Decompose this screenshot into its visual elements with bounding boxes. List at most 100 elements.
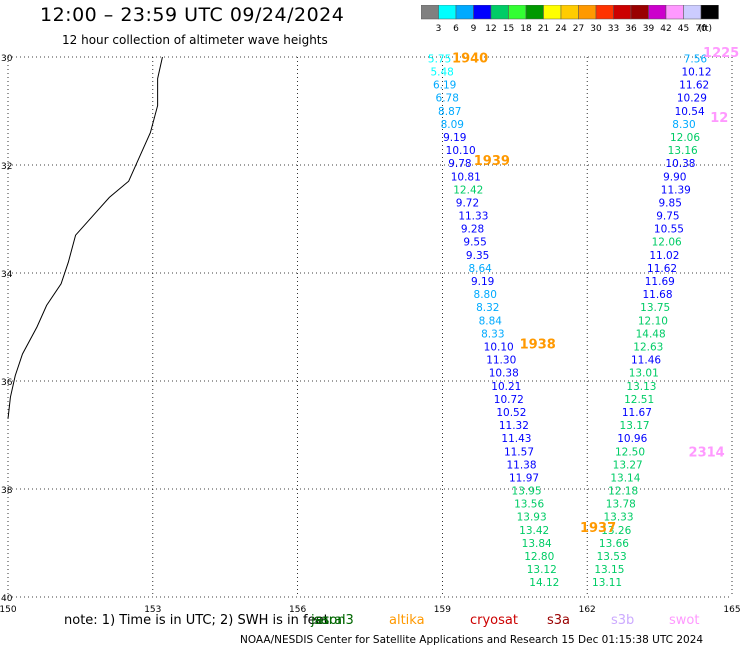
lon-tick-label: 159 <box>434 605 451 615</box>
colorbar-label: 18 <box>520 24 532 34</box>
track-value: 12.06 <box>670 132 700 144</box>
track-value: 9.19 <box>443 132 466 144</box>
track-value: 13.27 <box>613 459 643 471</box>
track-value: 9.19 <box>471 276 494 288</box>
track-value: 13.95 <box>512 486 542 498</box>
track-value: 13.11 <box>592 577 622 589</box>
track-value: 9.85 <box>659 197 682 209</box>
colorbar-swatch <box>700 5 719 20</box>
track-value: 7.56 <box>684 53 708 65</box>
lon-tick-label: 156 <box>289 605 306 615</box>
coastline <box>7 56 163 419</box>
colorbar-label: 39 <box>643 24 655 34</box>
colorbar-label: 21 <box>538 24 549 34</box>
track-value: 13.15 <box>594 564 624 576</box>
track-value: 13.66 <box>599 538 629 550</box>
track-value: 10.38 <box>489 368 519 380</box>
track-value: 11.69 <box>645 276 675 288</box>
track-value: 11.39 <box>661 184 691 196</box>
pass-time-label: 2314 <box>689 446 725 461</box>
track-value: 6.78 <box>436 93 459 105</box>
track-value: 13.14 <box>610 472 640 484</box>
track-value: 11.33 <box>458 211 488 223</box>
pass-time-label: 1938 <box>520 338 556 353</box>
track-value: 12.50 <box>615 446 645 458</box>
track-value: 14.12 <box>529 577 559 589</box>
satellite-jason3: jason3 <box>311 613 354 628</box>
track-value: 9.78 <box>448 158 471 170</box>
track-value: 11.62 <box>679 80 709 92</box>
lon-tick-label: 162 <box>579 605 596 615</box>
track-value: 13.26 <box>601 525 631 537</box>
track-value: 10.38 <box>665 158 695 170</box>
track-value: 10.81 <box>451 171 481 183</box>
track-value: 8.32 <box>476 302 499 314</box>
track-value: 13.16 <box>668 145 698 157</box>
track-value: 10.21 <box>491 381 521 393</box>
pass-time-label: 1940 <box>452 51 488 66</box>
lat-tick-label: 32 <box>1 162 12 172</box>
track-value: 12.18 <box>608 486 638 498</box>
lon-tick-label: 150 <box>0 605 17 615</box>
track-value: 10.96 <box>617 433 647 445</box>
track-value: 5.48 <box>430 66 453 78</box>
track-value: 10.54 <box>675 106 705 118</box>
track-value: 11.43 <box>501 433 531 445</box>
footer-credit: NOAA/NESDIS Center for Satellite Applica… <box>240 634 704 646</box>
colorbar-unit: (ft) <box>699 24 713 34</box>
pass-time-label: 1225 <box>703 46 739 61</box>
wave-height-colorbar: 3 6 9 12 15 18 21 24 27 30 33 36 39 42 45 70(ft) <box>421 5 719 34</box>
note-text: note: 1) Time is in UTC; 2) SWH is in fe… <box>64 613 329 628</box>
satellite-saral: saral <box>314 613 346 628</box>
track-value: 11.02 <box>649 250 679 262</box>
colorbar-label: 24 <box>555 24 567 34</box>
track-value: 13.13 <box>626 381 656 393</box>
pass-time-label: 1937 <box>580 521 616 536</box>
track-value: 12.06 <box>652 237 682 249</box>
satellite-altika: altika <box>389 613 425 628</box>
track-value: 11.57 <box>504 446 534 458</box>
track-value: 12.10 <box>638 315 668 327</box>
track-value: 13.56 <box>514 499 544 511</box>
track-value: 10.29 <box>677 93 707 105</box>
colorbar-label: 15 <box>503 24 514 34</box>
satellite-s3b: s3b <box>611 613 635 628</box>
colorbar-label: 30 <box>590 24 602 34</box>
track-value: 11.38 <box>506 459 536 471</box>
track-value: 10.12 <box>681 66 711 78</box>
satellite-swot: swot <box>669 613 700 628</box>
track-value: 13.12 <box>527 564 557 576</box>
track-value: 8.64 <box>468 263 492 275</box>
track-value: 13.42 <box>519 525 549 537</box>
track-value: 13.17 <box>620 420 650 432</box>
lon-tick-label: 153 <box>144 605 161 615</box>
track-value: 12.80 <box>524 551 554 563</box>
lat-tick-label: 36 <box>1 378 13 388</box>
track-value: 9.35 <box>466 250 489 262</box>
colorbar-label: 27 <box>573 24 584 34</box>
pass-time-label: 1939 <box>474 154 510 169</box>
track-value: 11.97 <box>509 472 539 484</box>
lat-tick-label: 38 <box>1 486 13 496</box>
colorbar-label: 33 <box>608 24 619 34</box>
colorbar-label: 45 <box>678 24 689 34</box>
track-value: 9.28 <box>461 224 484 236</box>
colorbar-label: 36 <box>625 24 637 34</box>
track-value: 9.55 <box>463 237 486 249</box>
track-value: 14.48 <box>636 328 666 340</box>
track-value: 13.53 <box>597 551 627 563</box>
track-value: 10.10 <box>484 341 514 353</box>
colorbar-label: 70 <box>695 24 707 34</box>
track-value: 8.80 <box>474 289 497 301</box>
colorbar-label: 42 <box>660 24 671 34</box>
track-value: 10.10 <box>446 145 476 157</box>
track-value: 13.33 <box>603 512 633 524</box>
track-value: 11.68 <box>642 289 672 301</box>
track-value: 12.63 <box>633 341 663 353</box>
track-value: 11.30 <box>486 355 516 367</box>
track-value: 11.62 <box>647 263 677 275</box>
track-value: 11.46 <box>631 355 661 367</box>
lat-tick-label: 40 <box>1 594 13 604</box>
track-value: 8.33 <box>481 328 504 340</box>
track-value: 13.75 <box>640 302 670 314</box>
